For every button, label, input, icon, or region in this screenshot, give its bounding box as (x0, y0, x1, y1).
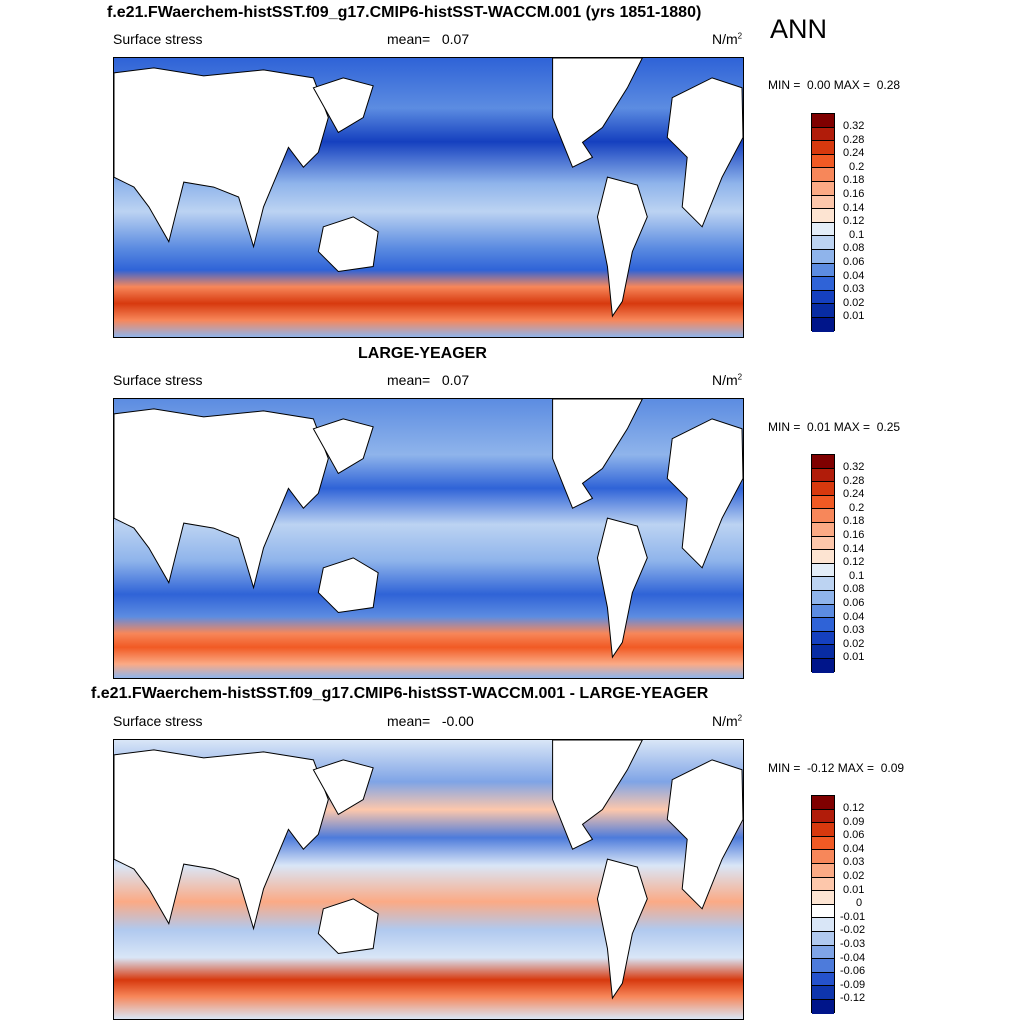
cbar3-label: -0.02 (840, 924, 866, 937)
panel2-mean-label: mean= (387, 372, 431, 388)
cbar3-label: 0.06 (843, 829, 865, 842)
panel2-variable: Surface stress (113, 372, 203, 388)
panel1-mean: mean= 0.07 (387, 31, 469, 47)
panel3-min-value: -0.12 (807, 761, 835, 775)
panel3-mean-label: mean= (387, 713, 431, 729)
cbar1-label: 0.03 (843, 283, 865, 296)
panel1-min-value: 0.00 (807, 78, 831, 92)
cbar2-label: 0.08 (843, 583, 865, 596)
panel3-mean: mean= -0.00 (387, 713, 474, 729)
panel3-max-label: MAX = (837, 761, 875, 775)
panel3-min-label: MIN = (768, 761, 801, 775)
panel2-units-text: N/m (712, 372, 738, 388)
cbar3-label: -0.09 (840, 978, 866, 991)
panel1-mean-value: 0.07 (441, 31, 470, 47)
cbar2-label: 0.24 (843, 488, 865, 501)
cbar2-label: 0.16 (843, 529, 865, 541)
cbar1-label: 0.01 (843, 310, 865, 323)
cbar1-label: 0.32 (843, 120, 865, 132)
panel3-title: f.e21.FWaerchem-histSST.f09_g17.CMIP6-hi… (91, 685, 709, 702)
cbar2-label: 0.32 (843, 461, 865, 473)
cbar3-label: 0.12 (843, 802, 865, 814)
panel3-minmax: MIN = -0.12 MAX = 0.09 (768, 761, 904, 775)
panel2-min-value: 0.01 (807, 420, 831, 434)
panel1-units: N/m2 (712, 31, 742, 47)
cbar3-label: -0.01 (840, 910, 866, 923)
panel2-units-exp: 2 (737, 372, 743, 382)
cbar1-label: 0.04 (843, 269, 865, 282)
cbar2-label: 0.28 (843, 474, 865, 487)
cbar1-label: 0.12 (843, 215, 865, 228)
cbar1-label: 0.1 (849, 228, 865, 241)
cbar1-label: 0.02 (843, 296, 865, 309)
panel3-units-text: N/m (712, 713, 738, 729)
panel3-units: N/m2 (712, 713, 742, 729)
cbar2-label: 0.18 (843, 515, 865, 528)
panel2-colorbar (811, 454, 835, 673)
panel1-minmax: MIN = 0.00 MAX = 0.28 (768, 78, 900, 92)
cbar1-label: 0.24 (843, 147, 865, 160)
cbar3-label: 0.02 (843, 870, 865, 882)
season-label: ANN (770, 14, 828, 44)
cbar3-label: 0 (856, 897, 863, 910)
cbar3-label: -0.04 (840, 951, 866, 964)
cbar1-label: 0.14 (843, 201, 865, 214)
panel2-title: LARGE-YEAGER (358, 345, 487, 362)
cbar2-label: 0.06 (843, 597, 865, 609)
panel1-units-text: N/m (712, 31, 738, 47)
panel2-minmax: MIN = 0.01 MAX = 0.25 (768, 420, 900, 434)
cbar1-label: 0.2 (849, 160, 865, 173)
panel2-mean: mean= 0.07 (387, 372, 469, 388)
panel1-mean-label: mean= (387, 31, 431, 47)
cbar3-label: 0.03 (843, 856, 865, 869)
cbar1-label: 0.28 (843, 133, 865, 146)
cbar1-label: 0.18 (843, 174, 865, 187)
panel2-mean-value: 0.07 (441, 372, 470, 388)
panel2-max-value: 0.25 (876, 420, 901, 434)
panel1-title: f.e21.FWaerchem-histSST.f09_g17.CMIP6-hi… (107, 4, 702, 21)
panel3-map (113, 739, 744, 1020)
cbar3-label: -0.06 (840, 965, 866, 978)
cbar3-label: -0.03 (840, 938, 866, 950)
panel3-colorbar (811, 795, 835, 1014)
panel1-units-exp: 2 (737, 31, 743, 41)
cbar2-label: 0.01 (843, 651, 865, 664)
cbar2-label: 0.2 (849, 501, 865, 514)
panel1-map (113, 57, 744, 338)
panel1-max-value: 0.28 (876, 78, 901, 92)
panel3-mean-value: -0.00 (441, 713, 474, 729)
panel1-max-label: MAX = (833, 78, 871, 92)
panel1-variable: Surface stress (113, 31, 203, 47)
cbar3-label: 0.09 (843, 815, 865, 828)
panel2-min-label: MIN = (768, 420, 801, 434)
cbar2-label: 0.12 (843, 556, 865, 569)
panel3-variable: Surface stress (113, 713, 203, 729)
panel2-units: N/m2 (712, 372, 742, 388)
panel2-map (113, 398, 744, 679)
cbar3-label: 0.01 (843, 883, 865, 896)
cbar2-label: 0.14 (843, 542, 865, 555)
cbar2-label: 0.1 (849, 569, 865, 582)
panel2-max-label: MAX = (833, 420, 871, 434)
cbar2-label: 0.04 (843, 610, 865, 623)
cbar3-label: -0.12 (840, 992, 866, 1005)
cbar1-label: 0.16 (843, 188, 865, 200)
cbar2-label: 0.02 (843, 637, 865, 650)
cbar2-label: 0.03 (843, 624, 865, 637)
cbar3-label: 0.04 (843, 842, 865, 855)
panel3-units-exp: 2 (737, 713, 743, 723)
panel3-max-value: 0.09 (880, 761, 905, 775)
cbar1-label: 0.08 (843, 242, 865, 255)
panel1-min-label: MIN = (768, 78, 801, 92)
cbar1-label: 0.06 (843, 256, 865, 268)
panel1-colorbar (811, 113, 835, 332)
